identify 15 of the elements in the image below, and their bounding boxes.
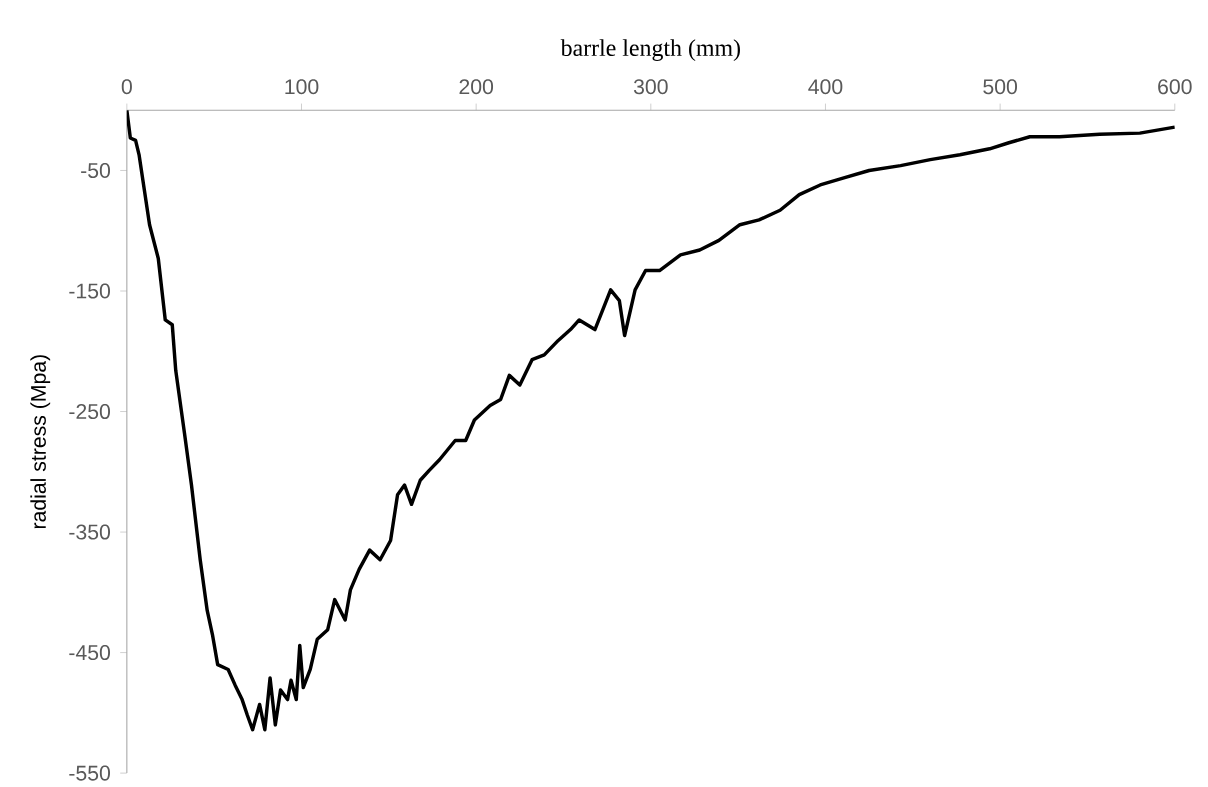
x-tick-label: 600 bbox=[1158, 79, 1192, 95]
y-tick-label: -150 bbox=[69, 283, 111, 299]
y-tick-label: -50 bbox=[81, 163, 111, 179]
y-tick-label: -450 bbox=[69, 645, 111, 661]
x-tick-label: 400 bbox=[808, 79, 843, 95]
x-axis-title: barrle length (mm) bbox=[560, 39, 740, 62]
x-tick-label: 500 bbox=[983, 79, 1018, 95]
x-tick-label: 300 bbox=[633, 79, 668, 95]
x-tick-label: 100 bbox=[285, 79, 319, 95]
x-tick-label: 0 bbox=[121, 79, 132, 95]
x-tick-label: 200 bbox=[459, 79, 494, 95]
y-axis-title: radial stress (Mpa) bbox=[30, 355, 51, 529]
y-tick-label: -350 bbox=[69, 524, 111, 540]
y-tick-label: -550 bbox=[69, 765, 111, 781]
y-tick-label: -250 bbox=[69, 404, 111, 420]
